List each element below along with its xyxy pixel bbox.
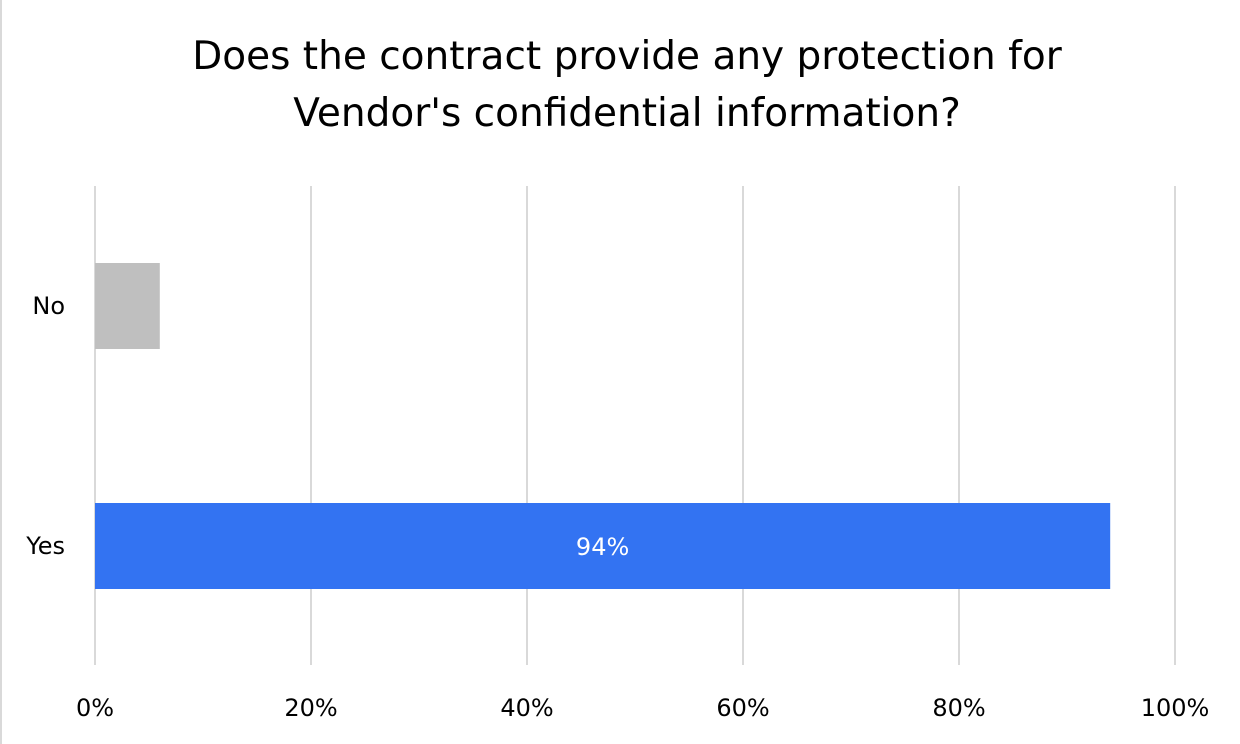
x-tick-label-100: 100% — [1141, 694, 1210, 722]
x-tick-label-60: 60% — [716, 694, 769, 722]
chart-title-line-1: Does the contract provide any protection… — [192, 34, 1062, 79]
category-label-yes: Yes — [25, 532, 65, 560]
chart-title: Does the contract provide any protection… — [2, 28, 1240, 142]
category-label-no: No — [32, 292, 65, 320]
chart-title-line-2: Vendor's confidential information? — [293, 91, 961, 136]
x-tick-label-0: 0% — [76, 694, 114, 722]
x-tick-label-40: 40% — [500, 694, 553, 722]
bar-no — [95, 263, 160, 349]
x-tick-label-20: 20% — [284, 694, 337, 722]
bar-yes — [95, 503, 1111, 589]
data-label-yes: 94% — [576, 533, 629, 561]
x-tick-label-80: 80% — [932, 694, 985, 722]
